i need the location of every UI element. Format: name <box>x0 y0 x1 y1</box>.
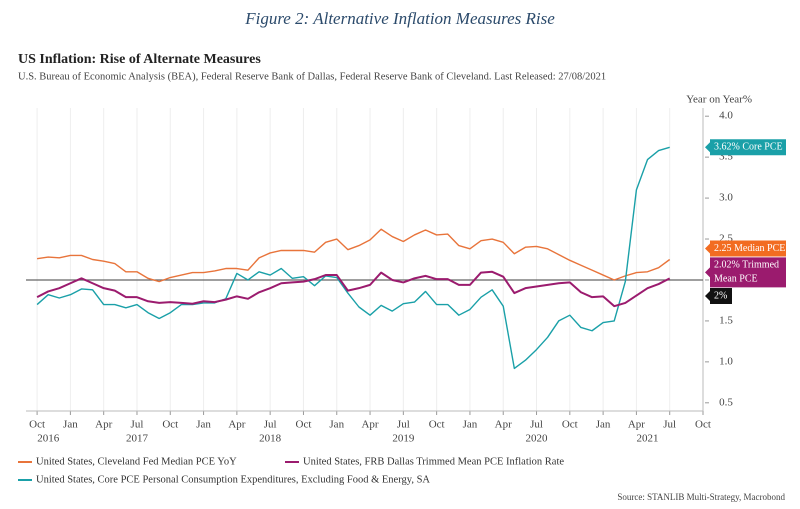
series-line <box>36 146 670 370</box>
callout-box <box>705 287 732 304</box>
series-line <box>36 270 671 308</box>
callout-box <box>705 240 786 257</box>
x-tick-label: Apr <box>361 419 378 431</box>
x-year-label: 2020 <box>526 433 549 445</box>
x-tick-label: Oct <box>429 419 445 431</box>
callout-label: 2.25 Median PCE <box>714 243 785 254</box>
chart-title: US Inflation: Rise of Alternate Measures <box>18 52 261 67</box>
x-tick-label: Jul <box>131 419 144 431</box>
x-tick-label: Jan <box>596 419 611 431</box>
x-year-label: 2019 <box>392 433 415 445</box>
y-tick-label: 0.5 <box>719 396 733 408</box>
callout-line: Mean PCE <box>714 274 758 285</box>
source: Source: STANLIB Multi-Strategy, Macrobon… <box>617 492 785 502</box>
x-tick-label: Jan <box>63 419 78 431</box>
callout-box <box>705 257 786 288</box>
figure-title: Figure 2: Alternative Inflation Measures… <box>244 9 555 28</box>
callout-label: 3.62% Core PCE <box>714 142 783 153</box>
callout: 2% <box>705 287 732 304</box>
x-tick-label: Oct <box>162 419 178 431</box>
y-tick-label: 4.0 <box>719 110 733 122</box>
x-year-label: 2016 <box>37 433 60 445</box>
x-tick-label: Apr <box>628 419 645 431</box>
series-line <box>36 228 671 283</box>
x-tick-label: Jan <box>463 419 478 431</box>
callout-label: 2% <box>714 290 727 301</box>
y-tick-label: 1.0 <box>719 355 733 367</box>
callout-line: 2.02% Trimmed <box>714 260 779 271</box>
x-tick-label: Apr <box>495 419 512 431</box>
callout: 2.02% Trimmed Mean PCE <box>705 257 786 288</box>
x-tick-label: Jul <box>264 419 277 431</box>
legend-label: United States, Core PCE Personal Consump… <box>36 474 430 485</box>
callout-label: 2.02% Trimmed Mean PCE <box>714 260 779 285</box>
y-tick-label: 3.0 <box>719 192 733 204</box>
x-tick-label: Oct <box>29 419 45 431</box>
x-year-label: 2018 <box>259 433 282 445</box>
x-tick-label: Oct <box>562 419 578 431</box>
x-tick-label: Jul <box>663 419 676 431</box>
callout: 2.25 Median PCE <box>705 240 786 257</box>
y-axis-label: Year on Year% <box>686 94 752 106</box>
x-tick-label: Jan <box>196 419 211 431</box>
callout: 3.62% Core PCE <box>705 139 786 156</box>
x-tick-label: Jul <box>397 419 410 431</box>
x-year-label: 2017 <box>126 433 149 445</box>
chart-subtitle: U.S. Bureau of Economic Analysis (BEA), … <box>18 71 606 82</box>
x-tick-label: Jan <box>329 419 344 431</box>
legend-label: United States, Cleveland Fed Median PCE … <box>36 456 237 467</box>
x-tick-label: Apr <box>95 419 112 431</box>
x-tick-label: Oct <box>296 419 312 431</box>
x-tick-label: Jul <box>530 419 543 431</box>
x-tick-label: Apr <box>228 419 245 431</box>
legend-label: United States, FRB Dallas Trimmed Mean P… <box>303 456 564 467</box>
callout-box <box>705 139 786 156</box>
y-tick-label: 1.5 <box>719 314 733 326</box>
x-tick-label: Oct <box>695 419 711 431</box>
x-year-label: 2021 <box>637 433 659 445</box>
